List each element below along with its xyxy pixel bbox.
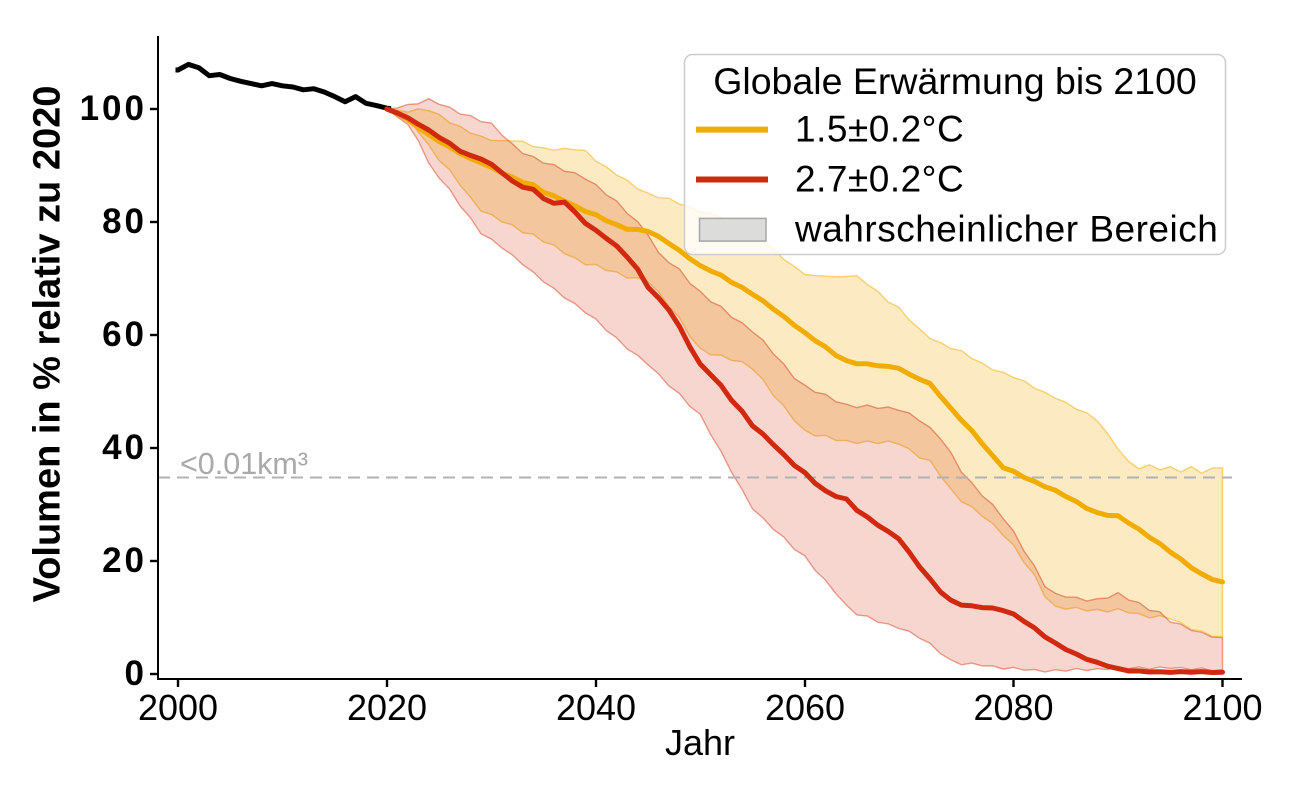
svg-text:Jahr: Jahr (665, 722, 735, 763)
svg-text:2000: 2000 (138, 687, 218, 728)
svg-text:2080: 2080 (973, 687, 1053, 728)
svg-text:40: 40 (102, 428, 147, 467)
svg-text:20: 20 (102, 541, 147, 580)
svg-text:wahrscheinlicher Bereich: wahrscheinlicher Bereich (794, 209, 1218, 250)
svg-text:2100: 2100 (1182, 687, 1262, 728)
svg-text:2040: 2040 (556, 687, 636, 728)
svg-text:<0.01km³: <0.01km³ (180, 447, 308, 481)
svg-text:0: 0 (125, 654, 147, 693)
svg-text:1.5±0.2°C: 1.5±0.2°C (795, 109, 964, 150)
svg-text:80: 80 (102, 202, 147, 241)
svg-text:100: 100 (80, 89, 147, 128)
svg-text:2060: 2060 (765, 687, 845, 728)
svg-text:2020: 2020 (347, 687, 427, 728)
svg-text:2.7±0.2°C: 2.7±0.2°C (795, 158, 964, 199)
svg-text:Volumen in % relativ zu 2020: Volumen in % relativ zu 2020 (27, 86, 69, 603)
svg-text:Globale Erwärmung bis 2100: Globale Erwärmung bis 2100 (713, 60, 1197, 102)
svg-text:60: 60 (102, 315, 147, 354)
